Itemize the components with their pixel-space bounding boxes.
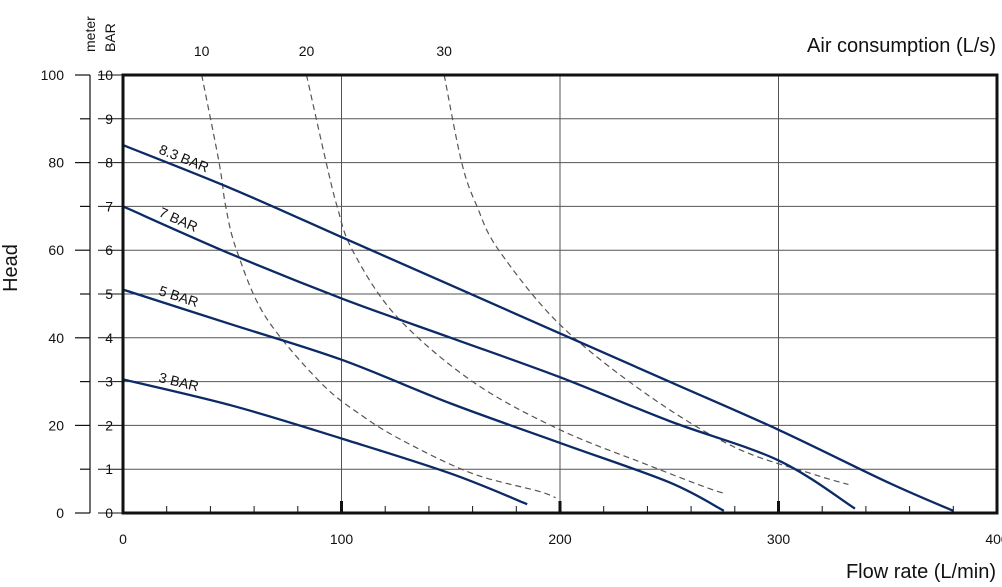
- bar-tick-label: 9: [105, 111, 113, 127]
- x-tick-label: 400: [985, 531, 1002, 547]
- air-tick-label: 20: [299, 43, 315, 59]
- bar-tick-label: 7: [105, 198, 113, 214]
- tick-layer: [75, 74, 999, 514]
- x-tick-label: 0: [119, 531, 127, 547]
- pressure-curve: [122, 288, 725, 512]
- bar-tick-label: 3: [105, 374, 113, 390]
- pressure-curve: [122, 378, 528, 506]
- bar-tick-label: 8: [105, 155, 113, 171]
- air-consumption-curve-10: [201, 74, 556, 499]
- air-consumption-curve-20: [305, 74, 725, 494]
- bar-tick-label: 1: [105, 461, 113, 477]
- pressure-curve: [122, 144, 954, 512]
- bar-tick-label: 6: [105, 242, 113, 258]
- meter-tick-label: 60: [48, 242, 64, 258]
- air-tick-label: 10: [194, 43, 210, 59]
- grid-layer: [123, 75, 997, 513]
- meter-tick-label: 0: [56, 505, 64, 521]
- x-tick-label: 300: [767, 531, 791, 547]
- bar-unit-label: BAR: [102, 23, 118, 52]
- meter-tick-label: 40: [48, 330, 64, 346]
- meter-unit-label: meter: [82, 16, 98, 52]
- y-axis-title: Head: [0, 244, 22, 292]
- air-consumption-curves: [201, 74, 849, 499]
- bar-tick-label: 4: [105, 330, 113, 346]
- air-consumption-curve-30: [443, 74, 849, 486]
- meter-tick-label: 80: [48, 155, 64, 171]
- meter-tick-label: 100: [41, 67, 65, 83]
- top-axis-title: Air consumption (L/s): [807, 35, 996, 57]
- x-axis-title: Flow rate (L/min): [846, 561, 996, 583]
- bar-tick-label: 0: [105, 505, 113, 521]
- air-tick-label: 30: [436, 43, 452, 59]
- curve-label: 5 BAR: [157, 282, 200, 310]
- pressure-curve: [122, 205, 856, 510]
- bar-tick-label: 2: [105, 417, 113, 433]
- meter-tick-label: 20: [48, 417, 64, 433]
- bar-tick-label: 5: [105, 286, 113, 302]
- x-tick-label: 200: [548, 531, 572, 547]
- curve-label: 3 BAR: [157, 369, 200, 394]
- bar-tick-label: 10: [97, 67, 113, 83]
- pressure-curves: [122, 144, 954, 512]
- x-tick-label: 100: [330, 531, 354, 547]
